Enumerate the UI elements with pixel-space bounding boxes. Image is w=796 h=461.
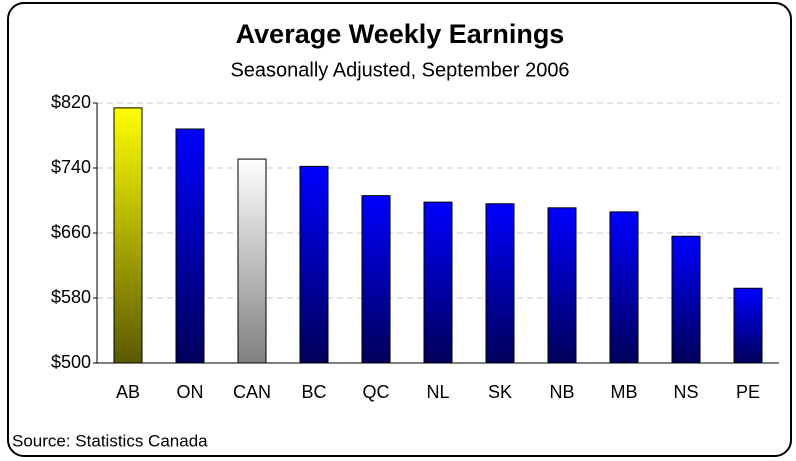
bar xyxy=(175,128,205,364)
x-tick-label: SK xyxy=(488,382,512,402)
y-tick-label: $580 xyxy=(51,287,91,307)
y-tick-label: $500 xyxy=(51,352,91,372)
bar xyxy=(485,203,515,364)
source-note: Source: Statistics Canada xyxy=(12,431,208,450)
x-tick-label: QC xyxy=(363,382,390,402)
bar xyxy=(609,211,639,364)
chart-subtitle: Seasonally Adjusted, September 2006 xyxy=(230,59,569,81)
x-tick-label: PE xyxy=(736,382,760,402)
x-tick-label: ON xyxy=(177,382,204,402)
x-tick-label: MB xyxy=(611,382,638,402)
x-tick-label: NB xyxy=(549,382,574,402)
y-tick-label: $740 xyxy=(51,157,91,177)
x-tick-label: BC xyxy=(301,382,326,402)
bar xyxy=(733,287,763,364)
y-tick-label: $820 xyxy=(51,92,91,112)
bar xyxy=(361,195,391,364)
x-tick-label: CAN xyxy=(233,382,271,402)
y-tick-label: $660 xyxy=(51,222,91,242)
x-tick-label: NL xyxy=(426,382,449,402)
bar xyxy=(299,165,329,364)
bar xyxy=(237,158,267,364)
chart-title: Average Weekly Earnings xyxy=(236,19,565,49)
x-tick-label: AB xyxy=(116,382,140,402)
bar xyxy=(423,201,453,364)
bar xyxy=(113,107,143,364)
x-tick-label: NS xyxy=(673,382,698,402)
bar xyxy=(547,207,577,364)
bar xyxy=(671,235,701,364)
